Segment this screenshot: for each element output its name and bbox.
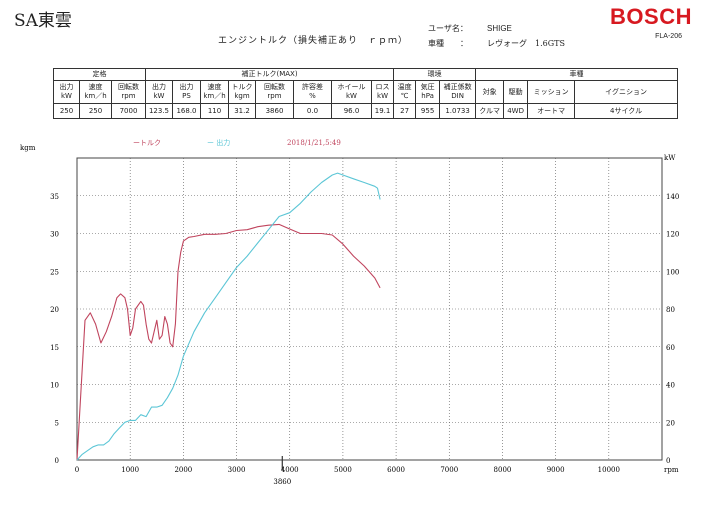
x-tick-label: 0 <box>75 466 79 474</box>
x-tick-label: 3000 <box>228 466 246 474</box>
table-header-cell: 速度 km／h <box>79 80 112 104</box>
table-header-cell: 出力 kW <box>145 80 173 104</box>
y-left-tick-label: 30 <box>50 231 59 239</box>
header-row: 出力 kW 速度 km／h 回転数 rpm 出力 kW 出力 PS 速度 km／h トルク … <box>53 80 678 104</box>
shop-name: SA東雲 <box>14 11 72 31</box>
y-right-tick-label: 100 <box>666 268 679 276</box>
table-header-cell: ロス kW <box>370 80 395 104</box>
x-tick-label: 1000 <box>121 466 139 474</box>
table-value-cell: 3860 <box>255 103 294 119</box>
report-title: エンジントルク（損失補正あり ｒｐｍ） <box>218 36 409 46</box>
vehicle-name: レヴォーグ 1.6GTS <box>487 39 565 48</box>
y-right-tick-label: 80 <box>666 306 675 314</box>
y-right-axis-label: kW <box>664 154 676 162</box>
table-header-cell: 許容差 % <box>293 80 332 104</box>
table-header-cell: 回転数 rpm <box>255 80 294 104</box>
brand-logo: BOSCH <box>610 4 692 29</box>
user-label: ユーザ名： <box>428 24 468 33</box>
table-header-cell: 速度 km／h <box>200 80 229 104</box>
table-header-cell: イグニション <box>574 80 678 104</box>
y-left-tick-label: 15 <box>50 344 59 352</box>
table-header-cell: 対象 <box>475 80 505 104</box>
x-tick-label: 4000 <box>281 466 299 474</box>
table-value-cell: 168.0 <box>172 103 201 119</box>
y-left-tick-label: 25 <box>50 268 59 276</box>
y-right-tick-label: 40 <box>666 382 675 390</box>
y-left-axis-label: kgm <box>20 144 36 152</box>
table-header-cell: ミッション <box>527 80 576 104</box>
table-value-cell: 955 <box>415 103 441 119</box>
group-rated: 定格 <box>53 68 146 81</box>
value-row: 250 250 7000 123.5 168.0 110 31.2 3860 0.0 96.0 19… <box>53 103 678 119</box>
table-value-cell: オートマ <box>527 103 576 119</box>
table-header-cell: 気圧 hPa <box>415 80 441 104</box>
document-id: FLA-206 <box>655 33 682 40</box>
x-tick-label: 9000 <box>547 466 565 474</box>
y-right-tick-label: 120 <box>666 231 679 239</box>
table-header-cell: トルク kgm <box>228 80 256 104</box>
table-header-cell: 温度 ℃ <box>393 80 417 104</box>
x-tick-label: 6000 <box>387 466 405 474</box>
x-tick-label: 7000 <box>440 466 458 474</box>
table-value-cell: 123.5 <box>145 103 173 119</box>
y-left-tick-label: 20 <box>50 306 59 314</box>
y-left-tick-label: 10 <box>50 382 59 390</box>
table-value-cell: 0.0 <box>293 103 332 119</box>
table-header-cell: 出力 kW <box>53 80 80 104</box>
y-left-tick-label: 0 <box>55 457 59 465</box>
table-header-cell: 回転数 rpm <box>111 80 146 104</box>
table-header-cell: 駆動 <box>503 80 529 104</box>
table-value-cell: クルマ <box>475 103 505 119</box>
table-value-cell: 31.2 <box>228 103 256 119</box>
vehicle-label: 車種 ： <box>428 39 468 48</box>
x-tick-label: 10000 <box>598 466 620 474</box>
x-tick-label: 2000 <box>174 466 192 474</box>
group-environment: 環境 <box>393 68 477 81</box>
table-value-cell: 250 <box>53 103 80 119</box>
y-right-tick-label: 140 <box>666 193 679 201</box>
group-vehicle: 車種 <box>475 68 678 81</box>
table-value-cell: 250 <box>79 103 112 119</box>
y-right-tick-label: 20 <box>666 419 675 427</box>
user-name: SHIGE <box>487 24 512 33</box>
chart-timestamp: 2018/1/21,5:49 <box>287 139 341 147</box>
table-value-cell: 7000 <box>111 103 146 119</box>
power-series-line <box>76 172 381 461</box>
specs-table: 定格 補正トルク(MAX) 環境 車種 出力 kW 速度 km／h 回転数 rpm 出… <box>53 68 678 119</box>
x-tick-label: 8000 <box>494 466 512 474</box>
table-value-cell: 96.0 <box>331 103 372 119</box>
y-left-tick-label: 35 <box>50 193 59 201</box>
legend-power: ー 出力 <box>207 138 230 147</box>
table-header-cell: 補正係数 DIN <box>439 80 477 104</box>
table-value-cell: 27 <box>393 103 417 119</box>
table-value-cell: 4WD <box>503 103 529 119</box>
table-header-cell: ホイール kW <box>331 80 372 104</box>
table-value-cell: 19.1 <box>370 103 395 119</box>
y-right-tick-label: 0 <box>666 457 670 465</box>
torque-series-line <box>76 223 381 461</box>
table-value-cell: 110 <box>200 103 229 119</box>
marker-rpm-label: 3860 <box>273 478 291 486</box>
table-value-cell: 4サイクル <box>574 103 678 119</box>
group-max-torque: 補正トルク(MAX) <box>144 68 395 81</box>
table-value-cell: 1.0733 <box>439 103 477 119</box>
y-right-tick-label: 60 <box>666 344 675 352</box>
x-axis-label: rpm <box>664 466 679 474</box>
table-header-cell: 出力 PS <box>172 80 201 104</box>
y-left-tick-label: 5 <box>55 419 59 427</box>
x-tick-label: 5000 <box>334 466 352 474</box>
legend-torque: ートルク <box>133 139 161 147</box>
